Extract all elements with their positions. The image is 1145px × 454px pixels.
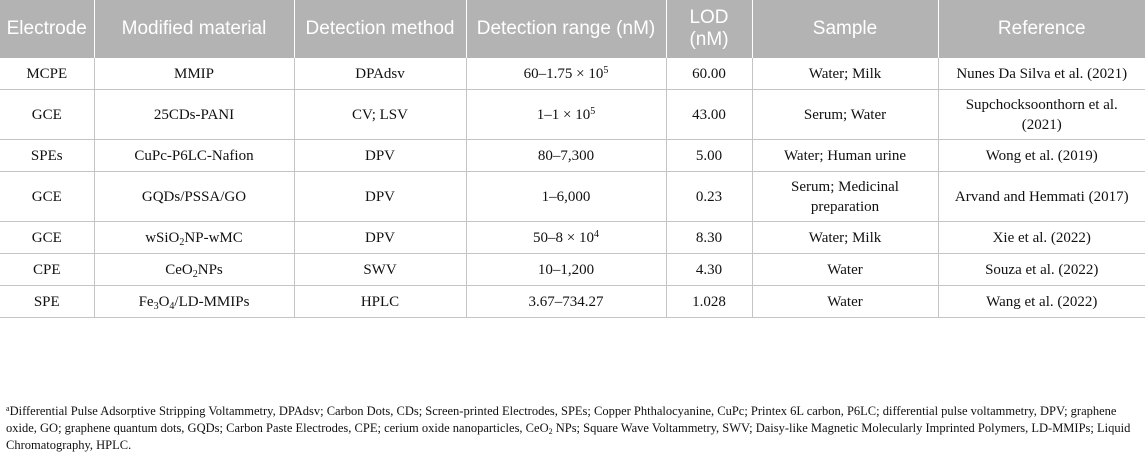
cell-reference: Arvand and Hemmati (2017) [938,171,1145,222]
header-modified-material: Modified material [94,0,295,58]
cell-material: 25CDs-PANI [94,89,295,140]
cell-range: 80–7,300 [466,139,667,172]
material-part: O [158,293,170,310]
cell-lod: 43.00 [666,89,753,140]
table-row: MCPE MMIP DPAdsv 60–1.75 × 105 60.00 Wat… [0,58,1145,90]
cell-method: DPV [294,171,467,222]
material-part: NPs [197,261,223,278]
cell-lod: 8.30 [666,221,753,254]
header-detection-range: Detection range (nM) [466,0,667,58]
cell-material: CeO2NPs [94,253,295,286]
material-subscript: 3 [153,300,159,312]
cell-electrode: GCE [0,171,95,222]
cell-material: CuPc-P6LC-Nafion [94,139,295,172]
header-detection-method: Detection method [294,0,467,58]
cell-method: DPAdsv [294,58,467,90]
range-exponent: 5 [603,64,609,76]
table-row: SPEs CuPc-P6LC-Nafion DPV 80–7,300 5.00 … [0,139,1145,172]
cell-sample: Water [752,285,939,318]
header-reference: Reference [938,0,1145,58]
table-row: SPE Fe3O4/LD-MMIPs HPLC 3.67–734.27 1.02… [0,285,1145,318]
cell-reference: Souza et al. (2022) [938,253,1145,286]
range-base: 1–1 × 10 [536,106,591,123]
table-footnote: aDifferential Pulse Adsorptive Stripping… [6,403,1142,454]
cell-electrode: SPEs [0,139,95,172]
range-base: 80–7,300 [537,147,595,164]
cell-sample: Water; Milk [752,58,939,90]
cell-sample: Serum; Water [752,89,939,140]
material-part: CeO [165,261,193,278]
footnote-marker: a [6,404,10,413]
comparison-table: Electrode Modified material Detection me… [0,0,1145,318]
cell-reference: Nunes Da Silva et al. (2021) [938,58,1145,90]
cell-range: 1–1 × 105 [466,89,667,140]
range-base: 3.67–734.27 [528,293,604,310]
header-lod: LOD (nM) [666,0,753,58]
cell-method: DPV [294,221,467,254]
cell-electrode: GCE [0,89,95,140]
cell-method: DPV [294,139,467,172]
cell-reference: Wang et al. (2022) [938,285,1145,318]
cell-lod: 1.028 [666,285,753,318]
cell-lod: 0.23 [666,171,753,222]
cell-range: 50–8 × 104 [466,221,667,254]
cell-sample: Water; Milk [752,221,939,254]
range-exponent: 5 [590,105,596,117]
material-part: NP-wMC [184,229,243,246]
cell-range: 10–1,200 [466,253,667,286]
cell-lod: 60.00 [666,58,753,90]
cell-lod: 4.30 [666,253,753,286]
cell-method: SWV [294,253,467,286]
cell-electrode: MCPE [0,58,95,90]
range-base: 50–8 × 10 [533,229,594,246]
cell-sample: Serum; Medicinal preparation [752,171,939,222]
cell-reference: Xie et al. (2022) [938,221,1145,254]
cell-sample: Water [752,253,939,286]
cell-electrode: SPE [0,285,95,318]
material-subscript: 4 [169,300,175,312]
table-row: GCE 25CDs-PANI CV; LSV 1–1 × 105 43.00 S… [0,89,1145,140]
footnote-subscript: 2 [548,427,553,436]
table-row: GCE wSiO2NP-wMC DPV 50–8 × 104 8.30 Wate… [0,221,1145,254]
cell-range: 60–1.75 × 105 [466,58,667,90]
cell-lod: 5.00 [666,139,753,172]
range-exponent: 4 [593,228,599,240]
cell-sample: Water; Human urine [752,139,939,172]
table-row: GCE GQDs/PSSA/GO DPV 1–6,000 0.23 Serum;… [0,171,1145,222]
cell-method: CV; LSV [294,89,467,140]
range-base: 10–1,200 [537,261,595,278]
material-subscript: 2 [179,236,185,248]
range-base: 1–6,000 [541,188,591,205]
material-subscript: 2 [192,268,198,280]
table-header-row: Electrode Modified material Detection me… [0,0,1145,58]
material-part: wSiO [145,229,180,246]
cell-electrode: GCE [0,221,95,254]
cell-material: wSiO2NP-wMC [94,221,295,254]
cell-reference: Wong et al. (2019) [938,139,1145,172]
cell-method: HPLC [294,285,467,318]
cell-reference: Supchocksoonthorn et al. (2021) [938,89,1145,140]
cell-material: MMIP [94,58,295,90]
header-electrode: Electrode [0,0,95,58]
material-part: Fe [138,293,154,310]
cell-material: Fe3O4/LD-MMIPs [94,285,295,318]
table-row: CPE CeO2NPs SWV 10–1,200 4.30 Water Souz… [0,253,1145,286]
footnote-text: Differential Pulse Adsorptive Stripping … [6,404,1117,435]
cell-range: 1–6,000 [466,171,667,222]
range-base: 60–1.75 × 10 [523,65,604,82]
cell-material: GQDs/PSSA/GO [94,171,295,222]
cell-electrode: CPE [0,253,95,286]
header-sample: Sample [752,0,939,58]
material-part: /LD-MMIPs [174,293,250,310]
cell-range: 3.67–734.27 [466,285,667,318]
